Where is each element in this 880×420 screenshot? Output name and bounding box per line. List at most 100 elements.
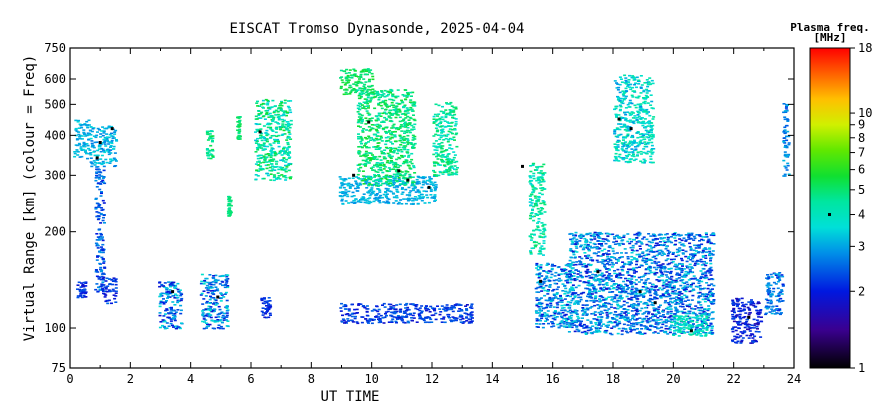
data-point	[653, 274, 657, 276]
data-point	[555, 279, 559, 281]
data-point	[671, 260, 675, 263]
data-point	[357, 153, 361, 155]
data-point	[86, 157, 89, 160]
data-point	[78, 137, 82, 140]
data-point	[82, 131, 86, 134]
data-point	[536, 214, 540, 216]
data-point	[384, 119, 388, 121]
data-point	[574, 231, 578, 234]
data-point	[204, 277, 208, 280]
data-point	[210, 310, 214, 313]
data-point	[111, 137, 115, 139]
data-point	[678, 238, 682, 240]
data-point	[395, 105, 399, 107]
data-point	[391, 95, 395, 98]
data-point	[539, 232, 543, 235]
data-point	[549, 276, 553, 279]
data-point	[675, 301, 679, 304]
data-point	[702, 263, 706, 265]
data-point	[411, 91, 415, 94]
data-point	[712, 234, 716, 237]
data-point	[274, 114, 278, 116]
data-point	[549, 314, 553, 317]
data-point	[605, 312, 609, 314]
data-point	[360, 139, 364, 141]
data-point	[265, 140, 269, 143]
data-point	[360, 316, 364, 318]
data-point	[669, 272, 673, 275]
data-point	[162, 286, 166, 288]
data-point	[679, 324, 683, 326]
data-point	[597, 321, 601, 323]
data-point	[557, 277, 561, 280]
data-point	[660, 271, 664, 274]
data-point	[356, 89, 360, 91]
data-point	[365, 146, 369, 149]
data-point	[528, 217, 532, 220]
data-point	[379, 194, 383, 197]
data-point	[382, 302, 386, 305]
data-point	[530, 212, 534, 214]
data-point	[576, 294, 580, 296]
data-point	[693, 237, 697, 240]
data-point	[610, 303, 613, 306]
data-point	[96, 244, 100, 247]
data-point	[366, 73, 369, 76]
data-point	[389, 180, 393, 182]
data-point	[657, 249, 661, 252]
data-point	[377, 316, 380, 318]
data-point	[409, 312, 412, 315]
data-point	[158, 326, 162, 329]
data-point	[644, 325, 648, 328]
data-point	[357, 168, 361, 170]
data-point	[101, 243, 105, 246]
data-point	[447, 153, 451, 155]
data-point	[686, 312, 690, 315]
data-point	[362, 163, 366, 166]
data-point	[344, 191, 348, 193]
data-point	[89, 126, 93, 128]
data-point	[368, 152, 372, 154]
data-point	[617, 305, 621, 307]
data-point	[697, 282, 701, 284]
data-point	[377, 114, 381, 117]
data-point	[563, 268, 567, 270]
data-point	[702, 313, 706, 315]
data-point	[587, 248, 591, 251]
data-point	[226, 286, 230, 289]
data-point	[356, 173, 360, 176]
data-point	[342, 194, 346, 197]
data-point	[386, 310, 390, 313]
data-point	[363, 201, 367, 204]
data-point	[365, 119, 369, 122]
data-point	[687, 320, 691, 323]
data-point	[238, 130, 242, 132]
data-point	[542, 307, 545, 310]
data-point	[209, 144, 213, 147]
data-point	[81, 291, 85, 293]
data-point	[540, 317, 544, 320]
data-point	[271, 148, 275, 150]
data-point	[412, 312, 416, 314]
data-point	[602, 253, 606, 255]
data-point	[600, 249, 604, 252]
data-point	[97, 239, 101, 241]
data-point	[421, 318, 425, 320]
data-point	[165, 309, 169, 311]
data-point	[571, 292, 575, 294]
data-point	[265, 134, 269, 137]
data-point	[408, 101, 412, 103]
data-point	[629, 319, 632, 321]
data-point	[429, 183, 433, 186]
data-point	[535, 311, 538, 314]
data-point	[709, 262, 713, 265]
data-point	[411, 314, 415, 317]
data-point	[398, 316, 401, 319]
data-point	[618, 257, 622, 259]
data-point	[204, 287, 208, 289]
data-point	[395, 310, 399, 313]
data-point	[681, 249, 685, 251]
data-point	[697, 251, 701, 253]
data-point	[709, 295, 713, 298]
data-point	[95, 283, 99, 285]
